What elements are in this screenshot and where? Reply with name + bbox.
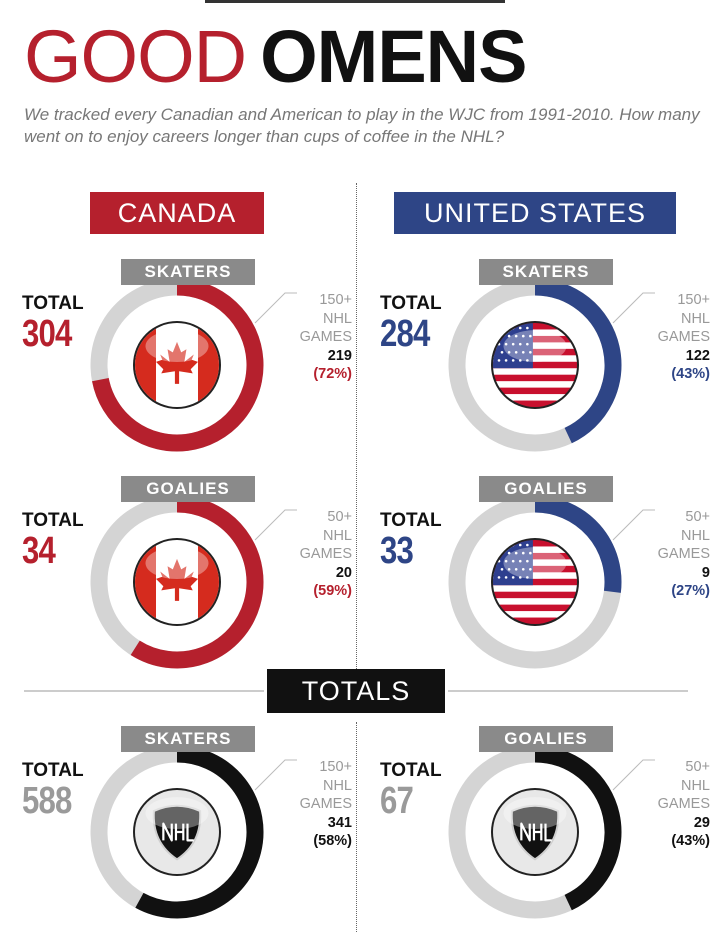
qualified-percent: (43%) <box>671 366 710 382</box>
nhl-shield-icon <box>491 788 579 876</box>
totals-rule-right <box>448 690 688 692</box>
category-pill: GOALIES <box>479 476 613 502</box>
threshold-annotation: 150+ NHL GAMES 122 (43%) <box>658 291 710 384</box>
threshold-unit: GAMES <box>299 329 352 345</box>
threshold-unit: GAMES <box>657 329 710 345</box>
threshold-label: 150+ <box>677 292 710 308</box>
panel-totals-skaters: SKATERS TOTAL 588 150+ NHL GAMES 341 (58%) <box>22 726 352 936</box>
qualified-percent: (58%) <box>313 833 352 849</box>
qualified-count: 20 <box>335 564 352 581</box>
total-value: 304 <box>22 313 72 355</box>
totals-column-divider <box>356 722 357 932</box>
canada-flag-icon <box>133 321 221 409</box>
totals-rule-left <box>24 690 264 692</box>
threshold-unit: GAMES <box>657 546 710 562</box>
threshold-label: 150+ <box>319 292 352 308</box>
panel-canada-goalies: GOALIES TOTAL 34 50+ NHL GAMES 20 (59%) <box>22 476 352 686</box>
category-pill: GOALIES <box>479 726 613 752</box>
threshold-league: NHL <box>680 777 710 794</box>
qualified-count: 341 <box>327 814 352 831</box>
total-value: 67 <box>380 780 414 822</box>
column-divider <box>356 183 357 671</box>
threshold-league: NHL <box>322 310 352 327</box>
usa-flag-icon <box>491 538 579 626</box>
donut-value-arc <box>130 495 264 669</box>
threshold-annotation: 50+ NHL GAMES 29 (43%) <box>658 758 710 851</box>
page-title: GOOD OMENS <box>24 20 527 94</box>
panel-totals-goalies: GOALIES TOTAL 67 50+ NHL GAMES 29 (43%) <box>380 726 710 936</box>
threshold-label: 150+ <box>319 759 352 775</box>
threshold-label: 50+ <box>685 509 710 525</box>
callout-line <box>612 509 655 541</box>
total-label: TOTAL <box>380 510 442 531</box>
category-pill: SKATERS <box>479 259 613 285</box>
qualified-count: 9 <box>701 564 710 581</box>
donut-value-arc <box>534 278 622 444</box>
threshold-league: NHL <box>322 777 352 794</box>
category-pill: SKATERS <box>121 726 255 752</box>
donut-chart <box>448 278 655 452</box>
total-label: TOTAL <box>380 293 442 314</box>
totals-header: TOTALS <box>267 669 445 713</box>
title-part-good: GOOD <box>24 15 247 98</box>
donut-value-arc <box>135 745 264 919</box>
callout-line <box>254 759 297 791</box>
title-part-omens: OMENS <box>260 15 527 98</box>
threshold-league: NHL <box>680 527 710 544</box>
qualified-percent: (43%) <box>671 833 710 849</box>
category-pill: SKATERS <box>121 259 255 285</box>
top-accent-bar <box>205 0 505 3</box>
qualified-percent: (72%) <box>313 366 352 382</box>
total-value: 34 <box>22 530 56 572</box>
donut-chart <box>448 495 655 669</box>
donut-chart <box>90 745 297 919</box>
threshold-annotation: 150+ NHL GAMES 219 (72%) <box>300 291 352 384</box>
threshold-annotation: 150+ NHL GAMES 341 (58%) <box>300 758 352 851</box>
qualified-percent: (59%) <box>313 583 352 599</box>
threshold-annotation: 50+ NHL GAMES 20 (59%) <box>300 508 352 601</box>
qualified-count: 219 <box>327 347 352 364</box>
qualified-percent: (27%) <box>671 583 710 599</box>
threshold-unit: GAMES <box>299 796 352 812</box>
nhl-shield-icon <box>133 788 221 876</box>
total-value: 33 <box>380 530 414 572</box>
donut-value-arc <box>92 278 264 452</box>
canada-flag-icon <box>133 538 221 626</box>
callout-line <box>612 759 655 791</box>
subtitle: We tracked every Canadian and American t… <box>24 105 700 146</box>
callout-line <box>612 292 655 324</box>
threshold-label: 50+ <box>685 759 710 775</box>
qualified-count: 29 <box>693 814 710 831</box>
canada-header: CANADA <box>90 192 264 234</box>
threshold-league: NHL <box>680 310 710 327</box>
total-label: TOTAL <box>22 510 84 531</box>
threshold-unit: GAMES <box>299 546 352 562</box>
donut-chart <box>90 278 297 452</box>
usa-flag-icon <box>491 321 579 409</box>
total-label: TOTAL <box>380 760 442 781</box>
total-label: TOTAL <box>22 760 84 781</box>
total-label: TOTAL <box>22 293 84 314</box>
donut-value-arc <box>534 495 622 593</box>
donut-value-arc <box>534 745 622 911</box>
total-value: 588 <box>22 780 72 822</box>
panel-usa-goalies: GOALIES TOTAL 33 50+ NHL GAMES 9 (27%) <box>380 476 710 686</box>
category-pill: GOALIES <box>121 476 255 502</box>
threshold-league: NHL <box>322 527 352 544</box>
callout-line <box>254 509 297 541</box>
threshold-label: 50+ <box>327 509 352 525</box>
threshold-annotation: 50+ NHL GAMES 9 (27%) <box>658 508 710 601</box>
threshold-unit: GAMES <box>657 796 710 812</box>
panel-usa-skaters: SKATERS TOTAL 284 150+ NHL GAMES 122 (43%) <box>380 259 710 469</box>
qualified-count: 122 <box>685 347 710 364</box>
total-value: 284 <box>380 313 430 355</box>
donut-chart <box>90 495 297 669</box>
panel-canada-skaters: SKATERS TOTAL 304 150+ NHL GAMES 219 (72%) <box>22 259 352 469</box>
donut-chart <box>448 745 655 919</box>
usa-header: UNITED STATES <box>394 192 676 234</box>
callout-line <box>254 292 297 324</box>
